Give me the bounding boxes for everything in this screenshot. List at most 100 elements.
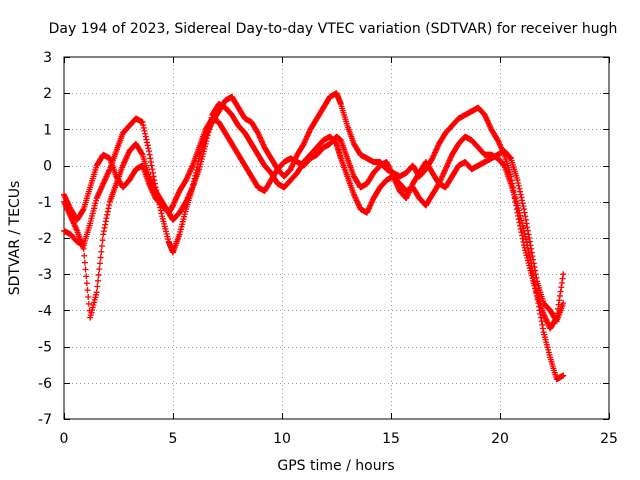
data-point <box>141 127 148 134</box>
y-tick-label: 0 <box>43 159 52 175</box>
data-point <box>98 242 105 249</box>
y-tick-label: -2 <box>38 231 52 247</box>
data-point <box>537 311 544 318</box>
y-tick-label: 3 <box>43 50 52 66</box>
data-point <box>95 271 102 278</box>
data-point <box>102 221 109 228</box>
data-point <box>534 292 541 299</box>
data-point <box>96 266 103 273</box>
data-point <box>515 182 522 189</box>
data-point <box>202 140 209 147</box>
data-point <box>539 321 546 328</box>
data-point <box>140 122 147 129</box>
data-point <box>147 158 154 165</box>
data-point <box>560 300 567 307</box>
data-point <box>530 260 537 267</box>
data-point <box>519 200 526 207</box>
data-point <box>538 318 545 325</box>
data-point <box>102 218 109 225</box>
x-tick-label: 20 <box>491 431 509 447</box>
data-point <box>536 303 543 310</box>
data-point <box>523 239 530 246</box>
data-point <box>99 237 106 244</box>
data-point <box>532 267 539 274</box>
data-point <box>519 197 526 204</box>
data-point <box>556 297 563 304</box>
data-point <box>95 277 102 284</box>
data-point <box>534 296 541 303</box>
data-point <box>537 314 544 321</box>
data-point <box>139 119 146 126</box>
x-tick-label: 15 <box>382 431 400 447</box>
data-point <box>524 224 531 231</box>
data-point <box>100 228 107 235</box>
data-point <box>522 233 529 240</box>
data-point <box>85 300 92 307</box>
data-point <box>94 283 101 290</box>
data-point <box>533 274 540 281</box>
data-point <box>518 194 525 201</box>
data-point <box>507 154 514 161</box>
data-point <box>524 227 531 234</box>
data-point <box>101 224 108 231</box>
data-point <box>558 284 565 291</box>
data-point <box>539 325 546 332</box>
data-point <box>105 205 112 212</box>
data-point <box>98 248 105 255</box>
series-trace-b <box>61 101 567 383</box>
data-point <box>146 151 153 158</box>
data-point <box>144 139 151 146</box>
data-point <box>520 206 527 213</box>
data-point <box>93 289 100 296</box>
data-point <box>85 294 92 301</box>
data-point <box>532 271 539 278</box>
data-point <box>529 253 536 260</box>
data-point <box>84 287 91 294</box>
y-tick-label: -3 <box>38 267 52 283</box>
data-point <box>140 124 147 131</box>
data-point <box>106 202 113 209</box>
data-point <box>83 280 90 287</box>
data-point <box>517 191 524 198</box>
y-tick-label: -1 <box>38 195 52 211</box>
x-tick-labels: 0 5 10 15 20 25 <box>60 431 618 447</box>
data-point <box>528 245 535 252</box>
chart-title: Day 194 of 2023, Sidereal Day-to-day VTE… <box>49 21 618 37</box>
y-tick-label: 1 <box>43 122 52 138</box>
data-point <box>536 307 543 314</box>
x-tick-label: 0 <box>60 431 69 447</box>
data-point <box>79 207 86 214</box>
x-tick-label: 10 <box>273 431 291 447</box>
x-tick-label: 25 <box>600 431 618 447</box>
data-point <box>138 150 145 157</box>
data-point <box>82 266 89 273</box>
data-point <box>144 142 151 149</box>
data-point <box>522 236 529 243</box>
data-point <box>142 130 149 137</box>
data-point <box>522 216 529 223</box>
data-point <box>148 162 155 169</box>
data-point <box>158 210 165 217</box>
data-point <box>157 207 164 214</box>
data-point <box>521 209 528 216</box>
data-point <box>535 300 542 307</box>
data-point <box>104 211 111 218</box>
series-trace-a <box>61 90 567 332</box>
data-point <box>149 169 156 176</box>
data-point <box>145 145 152 152</box>
data-point <box>143 136 150 143</box>
data-point <box>81 259 88 266</box>
axis-ticks <box>64 57 610 420</box>
data-point <box>104 208 111 215</box>
data-point <box>142 133 149 140</box>
data-point <box>522 213 529 220</box>
y-axis-label: SDTVAR / TECUs <box>7 181 23 296</box>
data-point <box>103 215 110 222</box>
data-point <box>83 273 90 280</box>
data-point <box>97 254 104 261</box>
data-point <box>514 177 521 184</box>
data-point <box>530 256 537 263</box>
y-tick-label: -4 <box>38 303 52 319</box>
data-point <box>147 155 154 162</box>
